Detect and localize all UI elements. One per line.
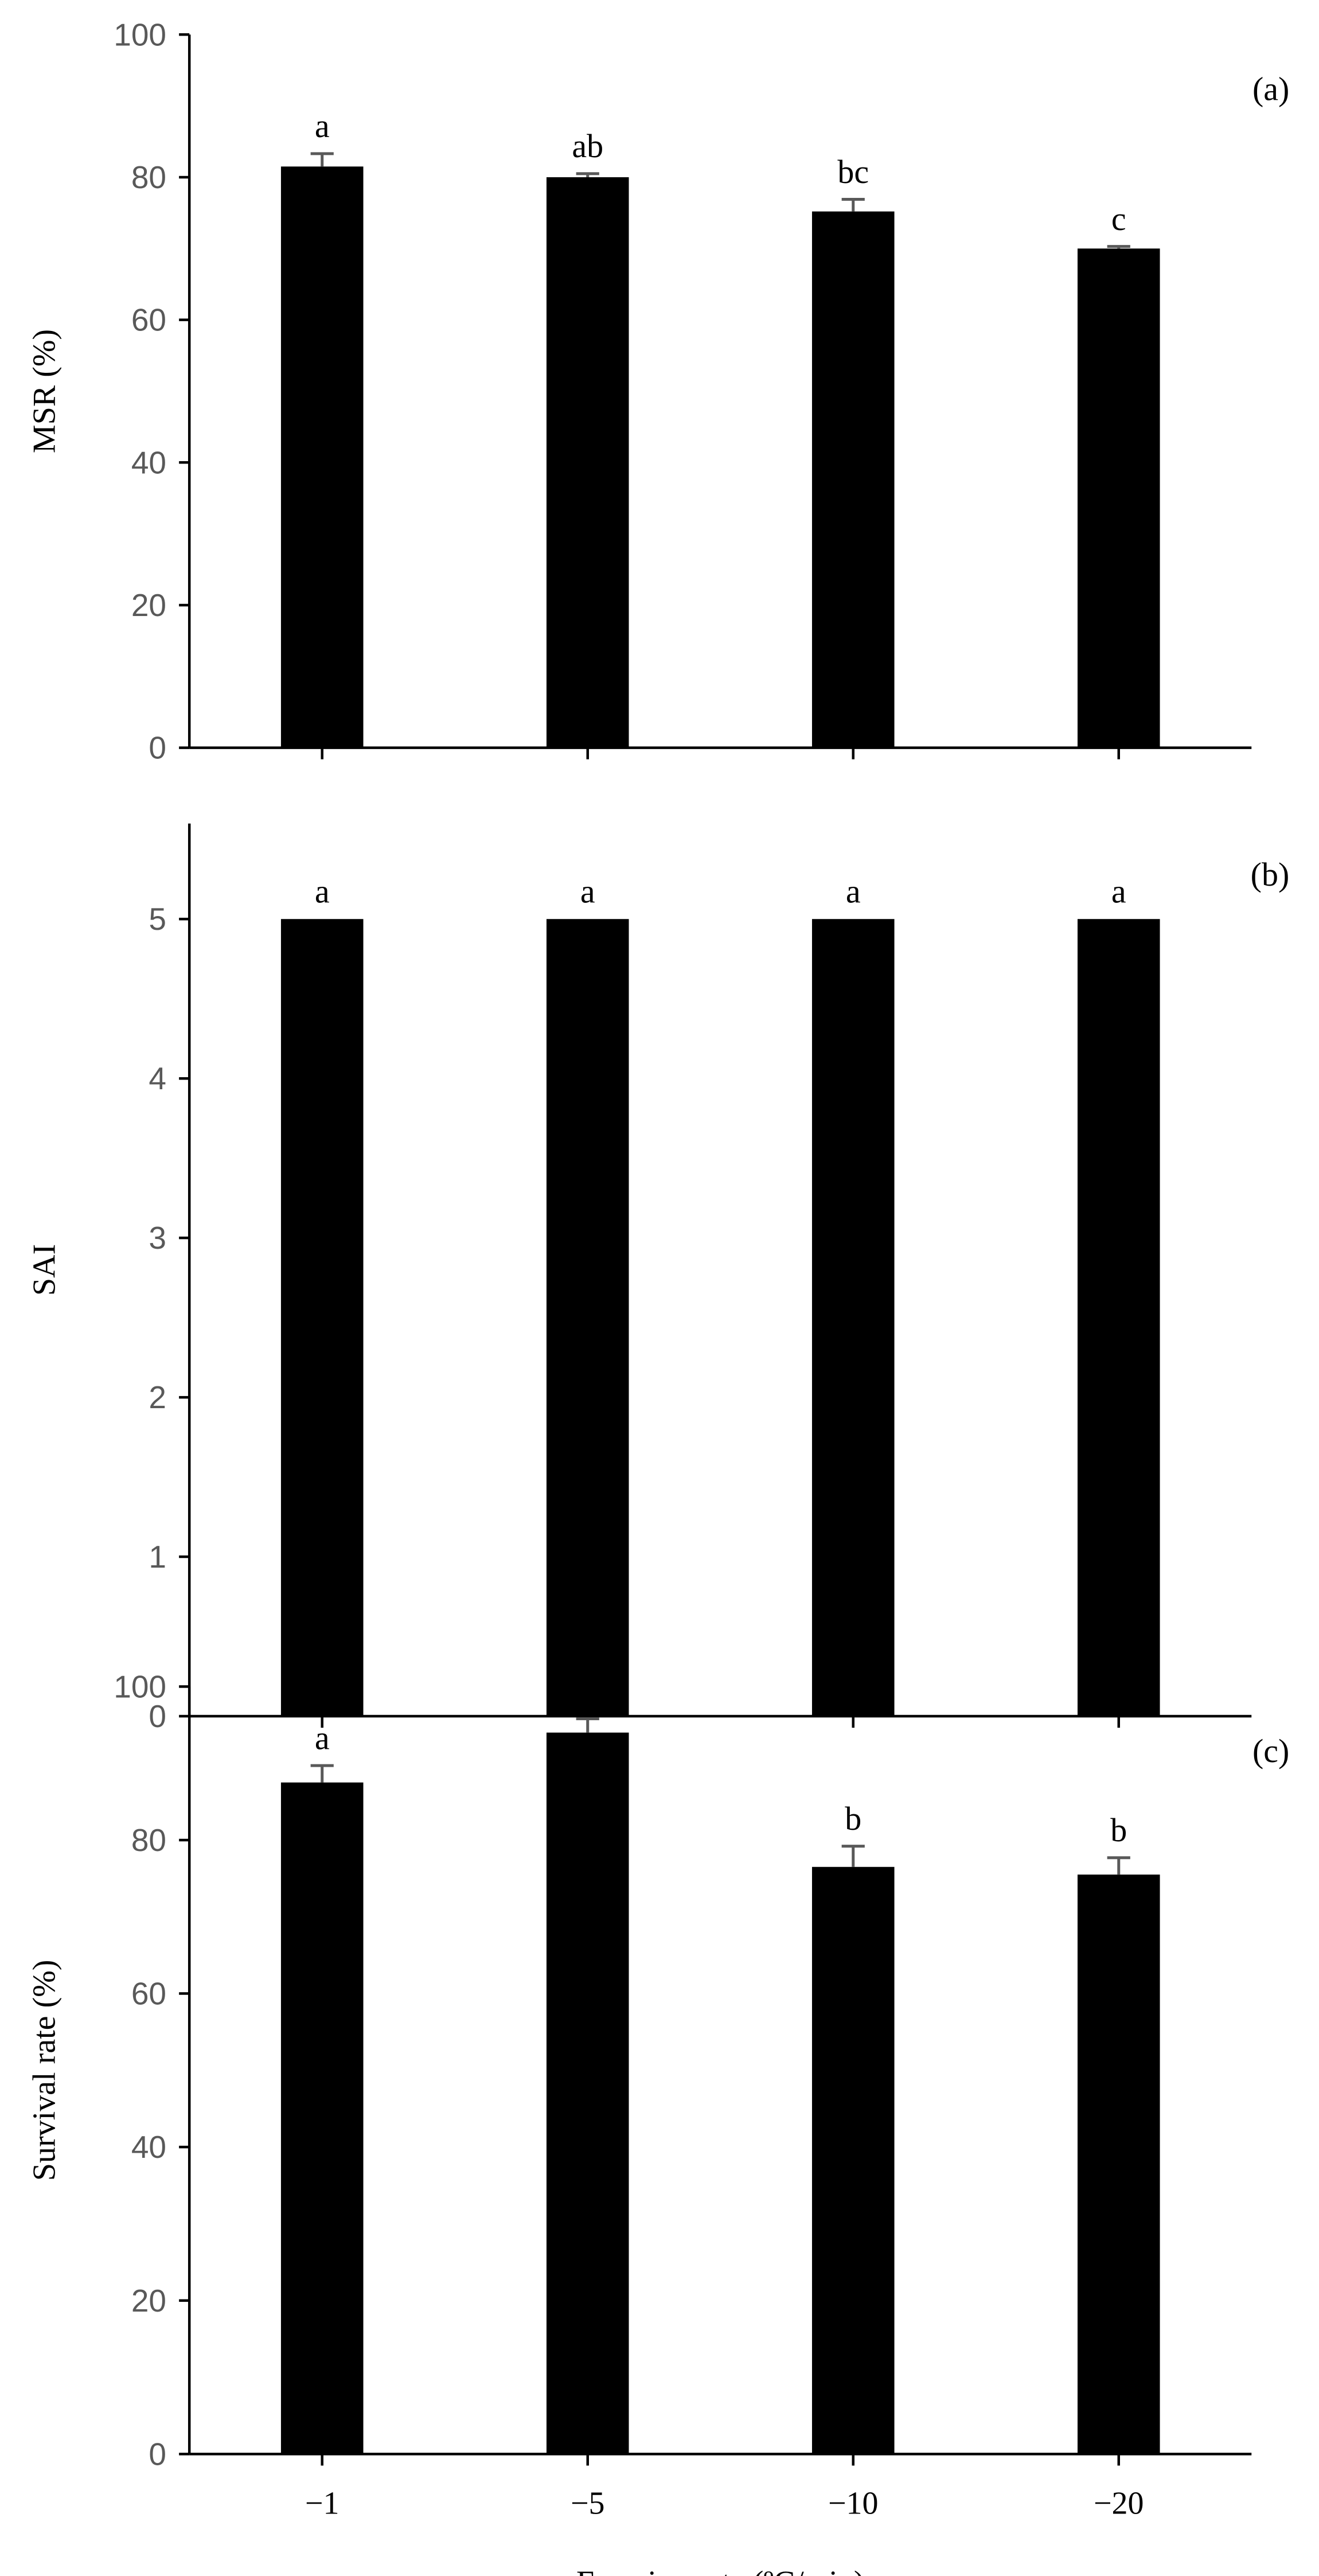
panel-a: 0 20 40 60 80 100 a ab bc c (a) MSR (%) bbox=[27, 17, 1290, 765]
bar bbox=[280, 919, 364, 1717]
significance-letter: a bbox=[315, 107, 330, 145]
significance-letter: a bbox=[1111, 873, 1126, 910]
y-axis-title: MSR (%) bbox=[27, 329, 63, 453]
significance-letter: a bbox=[315, 1719, 330, 1756]
x-tick-label: −5 bbox=[571, 2486, 605, 2522]
y-tick-label: 0 bbox=[149, 2436, 166, 2472]
bar bbox=[280, 166, 364, 748]
y-axis-title: Survival rate (%) bbox=[27, 1960, 63, 2181]
bar bbox=[546, 1732, 629, 2454]
x-axis-title: Freezing rate (ºC/min) bbox=[576, 2565, 865, 2576]
significance-letter: a bbox=[846, 873, 861, 910]
significance-letter: c bbox=[1111, 200, 1126, 237]
y-tick-label: 5 bbox=[149, 901, 166, 937]
y-tick-label: 60 bbox=[131, 1976, 166, 2012]
y-tick-label: 2 bbox=[149, 1379, 166, 1415]
y-tick-label: 80 bbox=[131, 1822, 166, 1858]
bar bbox=[280, 1782, 364, 2454]
panel-c: 0 20 40 60 80 100 −1 −5 −10 −20 a a b b (c) Survival ra… bbox=[27, 1669, 1290, 2576]
x-tick-label: −10 bbox=[828, 2486, 879, 2522]
y-tick-label: 40 bbox=[131, 2129, 166, 2165]
bar bbox=[811, 211, 895, 748]
significance-letter: ab bbox=[572, 127, 603, 165]
significance-letter: bc bbox=[837, 153, 869, 190]
y-tick-label: 100 bbox=[114, 1669, 166, 1704]
panel-b: 0 1 2 3 4 5 a a a a (b) SAI bbox=[27, 823, 1290, 1734]
significance-letter: a bbox=[580, 873, 595, 910]
y-tick-label: 20 bbox=[131, 587, 166, 623]
bar bbox=[1077, 919, 1160, 1717]
bar bbox=[546, 919, 629, 1717]
y-tick-label: 4 bbox=[149, 1061, 166, 1096]
y-tick-label: 20 bbox=[131, 2283, 166, 2318]
x-tick-label: −1 bbox=[305, 2486, 339, 2522]
bar bbox=[1077, 248, 1160, 748]
panel-label: (c) bbox=[1252, 1732, 1289, 1770]
y-tick-label: 60 bbox=[131, 302, 166, 338]
significance-letter: a bbox=[580, 1673, 595, 1710]
significance-letter: b bbox=[1110, 1811, 1127, 1849]
bar bbox=[546, 177, 629, 748]
panel-label: (b) bbox=[1251, 856, 1290, 893]
y-tick-label: 40 bbox=[131, 445, 166, 480]
y-tick-label: 1 bbox=[149, 1539, 166, 1575]
y-tick-label: 0 bbox=[149, 1698, 166, 1734]
panel-label: (a) bbox=[1252, 71, 1289, 108]
bar bbox=[1077, 1874, 1160, 2454]
x-tick-label: −20 bbox=[1094, 2486, 1144, 2522]
significance-letter: b bbox=[845, 1800, 861, 1837]
y-tick-label: 100 bbox=[114, 17, 166, 52]
y-tick-label: 3 bbox=[149, 1220, 166, 1256]
bar bbox=[811, 919, 895, 1717]
y-axis-title: SAI bbox=[27, 1244, 63, 1296]
bar bbox=[811, 1866, 895, 2454]
significance-letter: a bbox=[315, 873, 330, 910]
y-tick-label: 80 bbox=[131, 159, 166, 195]
y-tick-label: 0 bbox=[149, 730, 166, 766]
